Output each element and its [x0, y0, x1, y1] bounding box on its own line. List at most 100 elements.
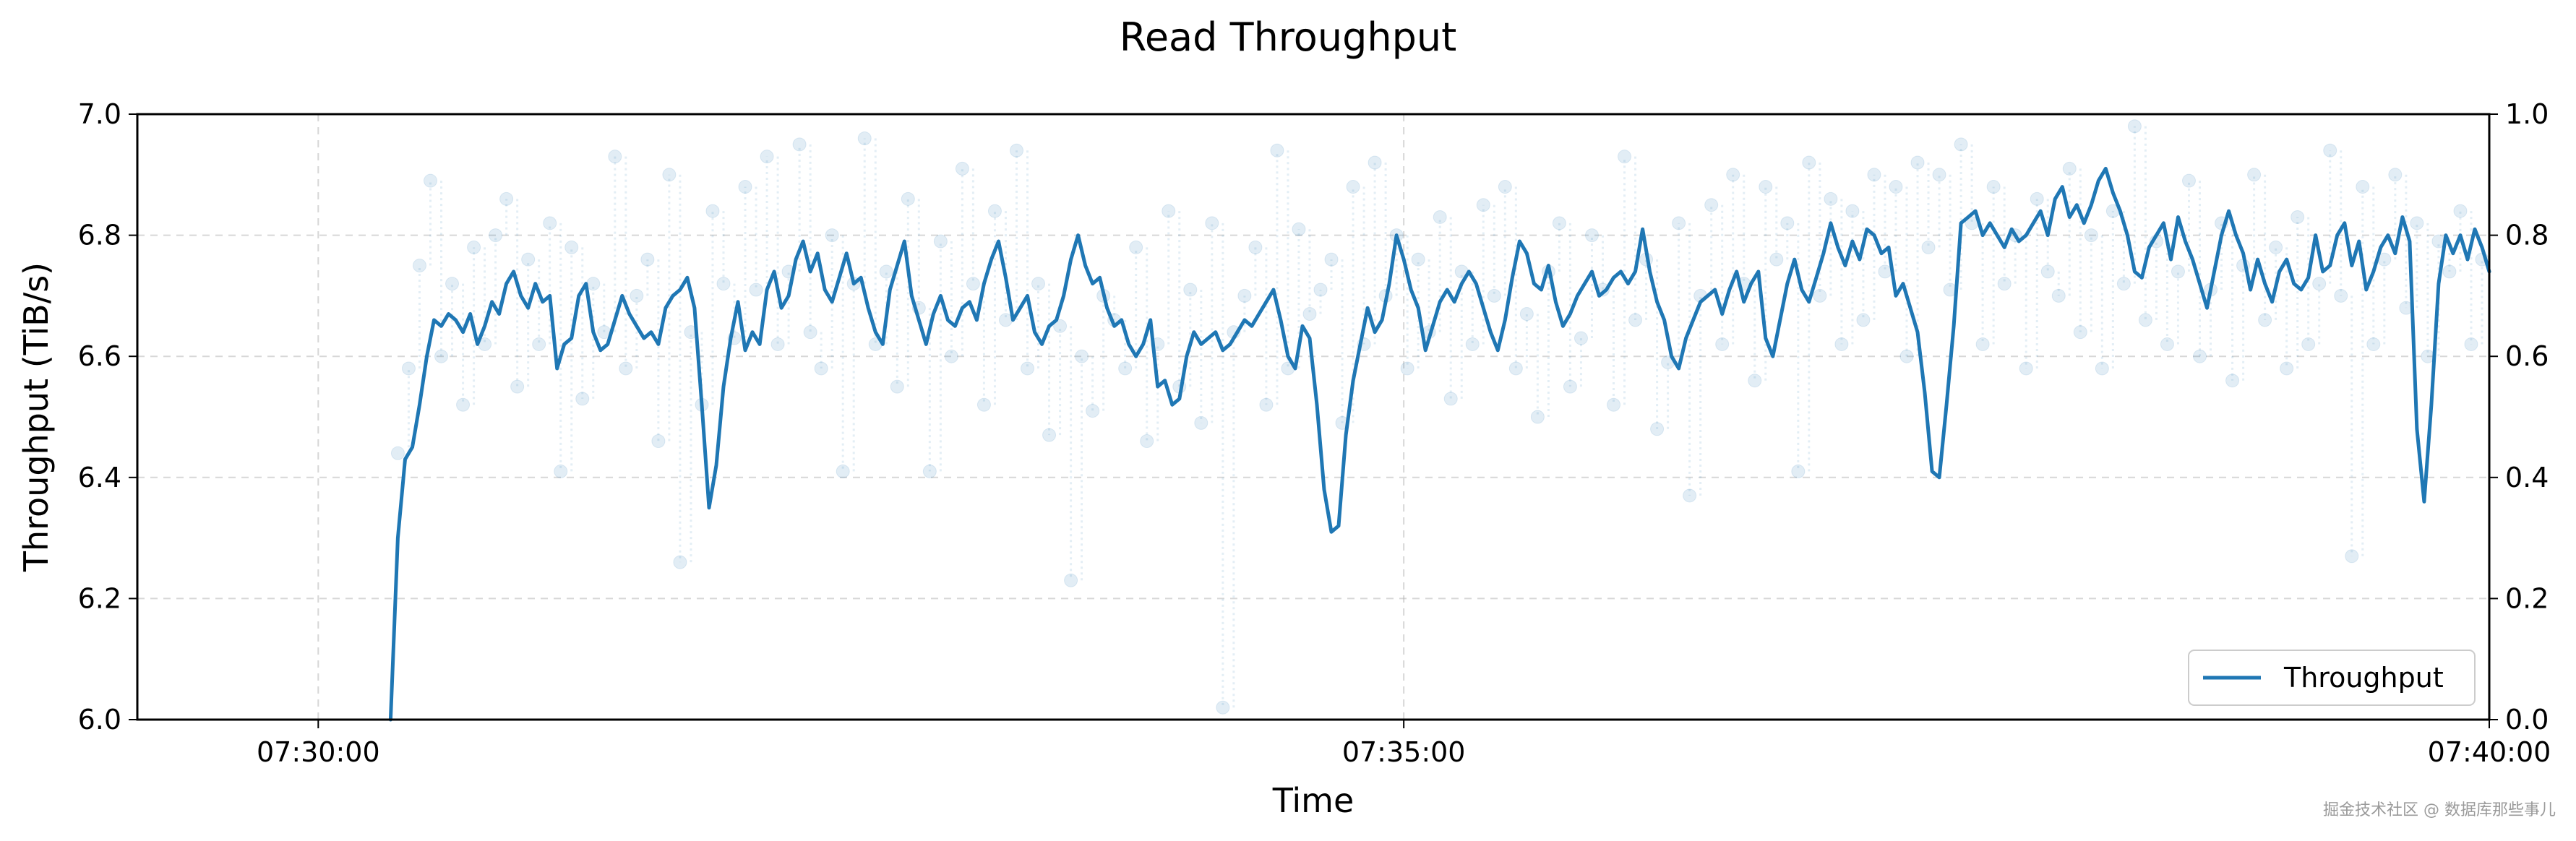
sample-point: [1628, 313, 1643, 327]
sample-point: [1443, 392, 1458, 406]
sample-point: [2073, 325, 2087, 340]
plot-frame: [136, 113, 2491, 721]
sample-point: [1845, 204, 1860, 218]
sample-point: [1552, 216, 1566, 230]
sample-point: [1400, 361, 1414, 376]
y2-tick-label: 0.6: [2505, 340, 2549, 372]
sample-point: [1248, 240, 1263, 254]
sample-point: [1064, 573, 1078, 587]
y-tick-label: 6.2: [78, 582, 121, 614]
sample-point: [586, 277, 601, 291]
sample-point: [1607, 397, 1621, 412]
sample-point: [2084, 228, 2098, 243]
sample-point: [1932, 168, 1946, 182]
sample-point: [1021, 361, 1035, 376]
sample-point: [2095, 361, 2109, 376]
sample-point: [662, 168, 677, 182]
sample-point: [2366, 337, 2381, 351]
y2-tick-label: 0.0: [2505, 704, 2549, 736]
sample-point: [2051, 288, 2066, 303]
sample-point: [521, 252, 536, 267]
sample-point: [467, 240, 481, 254]
sample-point: [2301, 337, 2316, 351]
sample-point: [1346, 180, 1360, 194]
watermark-text: 掘金技术社区 @ 数据库那些事儿: [2323, 801, 2556, 819]
sample-point: [1867, 168, 1881, 182]
sample-point: [1975, 337, 1990, 351]
sample-point: [1216, 700, 1230, 715]
sample-point: [1368, 155, 1382, 170]
x-tick-label: 07:40:00: [2428, 736, 2551, 768]
sample-point: [499, 191, 514, 206]
sample-point: [976, 397, 991, 412]
sample-point: [673, 555, 687, 569]
sample-point: [2356, 180, 2370, 194]
sample-point: [1921, 240, 1936, 254]
y-tick-label: 6.8: [78, 220, 121, 251]
sample-point: [1237, 288, 1252, 303]
legend-box: [2188, 650, 2476, 706]
x-axis-label: Time: [1272, 781, 1354, 820]
sample-point: [2269, 240, 2283, 254]
sample-point: [814, 361, 828, 376]
sample-point: [1573, 331, 1588, 345]
throughput-line: [388, 166, 2491, 722]
y2-tick-label: 0.4: [2505, 462, 2549, 493]
y-tick-label: 7.0: [78, 98, 121, 130]
sample-point: [1584, 228, 1599, 243]
sample-point: [1162, 204, 1176, 218]
y-tick-label: 6.0: [78, 704, 121, 736]
sample-point: [2116, 277, 2131, 291]
sample-point: [1324, 252, 1339, 267]
sample-point: [1856, 313, 1871, 327]
sample-point: [1433, 210, 1447, 224]
sample-point: [1140, 434, 1154, 449]
sample-point: [1302, 307, 1317, 322]
sample-point: [2171, 264, 2185, 279]
sample-point: [879, 264, 893, 279]
sample-point: [390, 446, 405, 460]
sample-point: [2410, 216, 2424, 230]
legend: Throughput: [2188, 650, 2476, 706]
sample-point: [933, 234, 948, 249]
sample-point: [955, 161, 969, 176]
sample-point: [1465, 337, 1480, 351]
sample-point: [770, 337, 785, 351]
sample-point: [1759, 180, 1773, 194]
sample-point: [1194, 415, 1208, 430]
sample-point: [1899, 349, 1914, 363]
sample-point: [2019, 361, 2033, 376]
sample-point: [1726, 168, 1740, 182]
sample-point: [2181, 173, 2196, 188]
sample-point: [412, 259, 426, 272]
sample-point: [1780, 216, 1795, 230]
sample-point: [1986, 180, 2001, 194]
sample-point: [1910, 155, 1925, 170]
sample-point: [1075, 349, 1089, 363]
sample-point: [857, 131, 872, 146]
sample-point: [1834, 337, 1849, 351]
sample-point: [1878, 264, 1892, 279]
sample-point: [2138, 313, 2152, 327]
sample-point: [1042, 428, 1057, 442]
sample-point: [651, 434, 666, 449]
sample-point: [2323, 143, 2337, 158]
sample-point: [489, 228, 503, 243]
sample-point: [1487, 288, 1501, 303]
sample-point: [1704, 198, 1719, 212]
y2-tick-label: 0.8: [2505, 220, 2549, 251]
sample-point: [2225, 374, 2240, 388]
sample-point: [1476, 198, 1490, 212]
sample-point: [825, 228, 839, 243]
sample-point: [1031, 277, 1046, 291]
sample-point: [749, 283, 763, 297]
sample-point: [738, 180, 752, 194]
sample-point: [987, 204, 1002, 218]
chart-title: Read Throughput: [1120, 14, 1457, 60]
sample-point: [554, 464, 568, 478]
sample-point: [792, 137, 807, 152]
sample-point: [640, 252, 655, 267]
sample-point: [2062, 161, 2077, 176]
sample-point: [1954, 137, 1968, 152]
sample-point: [1889, 180, 1903, 194]
